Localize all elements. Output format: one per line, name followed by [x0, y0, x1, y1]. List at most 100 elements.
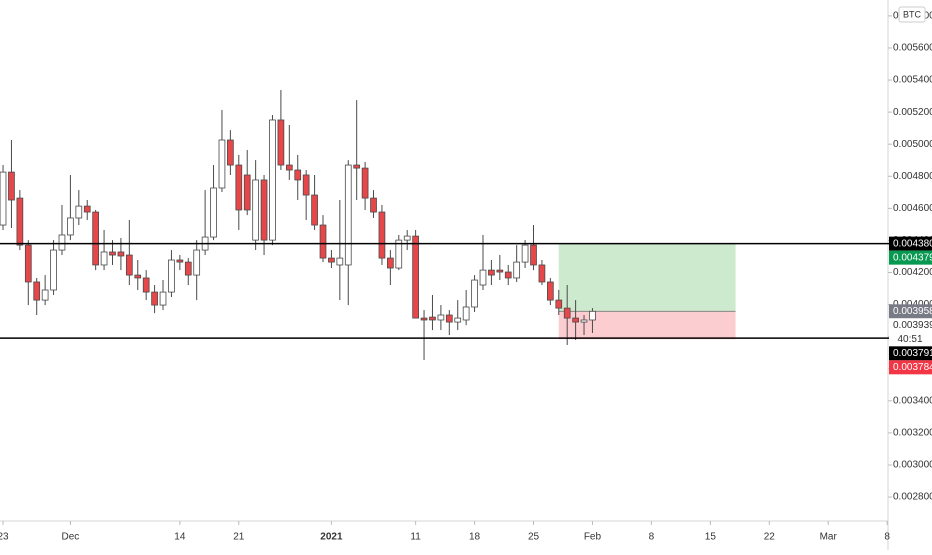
- candle-body: [142, 277, 150, 293]
- candle-body: [403, 235, 411, 241]
- candle-body: [378, 211, 386, 259]
- x-tick-label: 21: [233, 532, 245, 543]
- candle-body: [134, 274, 142, 279]
- x-tick-label: 18: [469, 532, 481, 543]
- candle-body: [176, 259, 184, 263]
- price-label-bg: [889, 360, 932, 375]
- profit-zone: [558, 243, 736, 312]
- price-label-bg: [889, 304, 932, 319]
- candle-body: [218, 139, 226, 189]
- price-label: 0.003791: [893, 348, 932, 359]
- candle-body: [67, 217, 74, 236]
- candle-body: [471, 279, 478, 308]
- x-tick-label: 2021: [320, 532, 343, 543]
- candle-body: [210, 187, 217, 238]
- x-tick-label: Mar: [820, 532, 838, 543]
- candle-body: [572, 317, 579, 323]
- candle-body: [243, 174, 251, 211]
- x-tick-label: 11: [410, 532, 421, 543]
- candle-body: [504, 271, 512, 279]
- candle-body: [445, 314, 453, 323]
- candle-body: [151, 291, 158, 306]
- candle-body: [420, 317, 428, 321]
- candle-body: [555, 299, 563, 309]
- candle-body: [513, 261, 521, 279]
- candle-body: [260, 179, 268, 241]
- candle-body: [563, 307, 571, 319]
- x-tick-label: 25: [528, 532, 540, 543]
- price-label-bg: [889, 250, 932, 265]
- y-tick-label: 0.004200: [893, 267, 932, 278]
- plot: [0, 89, 932, 361]
- x-tick-label: 14: [174, 532, 186, 543]
- candle-body: [252, 179, 259, 241]
- candle-body: [521, 244, 529, 263]
- candle-body: [125, 254, 133, 276]
- candle-body: [117, 251, 125, 257]
- candle-body: [92, 211, 100, 266]
- candle-body: [538, 264, 546, 283]
- x-tick-label: 22: [764, 532, 776, 543]
- x-tick-label: 15: [705, 532, 717, 543]
- candle-body: [16, 197, 24, 246]
- y-tick-label: 0.004800: [893, 171, 932, 182]
- symbol: BTC: [903, 9, 922, 19]
- candle-body: [227, 139, 234, 166]
- x-tick-label: Feb: [584, 532, 602, 543]
- countdown-bg: [889, 332, 932, 347]
- price-label: 0.003939: [893, 320, 932, 331]
- candle-body: [100, 251, 108, 266]
- candle-body: [277, 119, 285, 166]
- loss-zone: [558, 311, 736, 340]
- y-tick-label: 0.005000: [893, 139, 932, 150]
- y-tick-label: 0.003200: [893, 428, 932, 439]
- x-tick-label: 8: [884, 532, 890, 543]
- candle-body: [269, 119, 276, 241]
- candle-body: [336, 257, 344, 266]
- candle-body: [0, 171, 7, 226]
- candle-body: [479, 269, 487, 286]
- candle-body: [344, 164, 352, 266]
- candle-body: [496, 269, 504, 273]
- y-tick-label: 0.003400: [893, 395, 932, 406]
- candle-body: [361, 167, 369, 199]
- candle-body: [109, 251, 116, 256]
- candle-body: [75, 205, 83, 219]
- y-tick-label: 0.003000: [893, 460, 932, 471]
- countdown: 40:51: [897, 334, 922, 345]
- candle-body: [41, 289, 49, 301]
- candle-body: [235, 164, 243, 211]
- candle-body: [168, 259, 175, 293]
- y-tick-label: 0.005600: [893, 43, 932, 54]
- candle-body: [8, 171, 15, 201]
- candle-body: [462, 306, 470, 321]
- candle-body: [488, 269, 495, 276]
- candle-body: [370, 197, 377, 213]
- candle-body: [589, 310, 596, 321]
- candle-body: [547, 281, 554, 301]
- candle-body: [429, 316, 436, 321]
- candle-body: [159, 291, 167, 306]
- candle-body: [395, 239, 403, 269]
- candle-body: [285, 164, 293, 171]
- y-tick-label: 0.002800: [893, 492, 932, 503]
- x-tick-label: 8: [649, 532, 655, 543]
- y-tick-label: 0.004600: [893, 203, 932, 214]
- candle-body: [184, 261, 192, 276]
- price-label: 0.003784: [893, 362, 932, 373]
- x-tick-label: Dec: [61, 532, 79, 543]
- candle-body: [33, 281, 41, 301]
- price-label: 0.003958: [893, 306, 932, 317]
- candle-body: [530, 244, 537, 266]
- candle-body: [437, 314, 445, 321]
- price-label-bg: [889, 236, 932, 251]
- candle-body: [24, 244, 32, 283]
- y-tick-label: 0.005400: [893, 75, 932, 86]
- candle-body: [580, 319, 588, 323]
- candle-body: [58, 234, 66, 251]
- x-tick-label: 23: [0, 532, 9, 543]
- price-label-bg: [889, 318, 932, 333]
